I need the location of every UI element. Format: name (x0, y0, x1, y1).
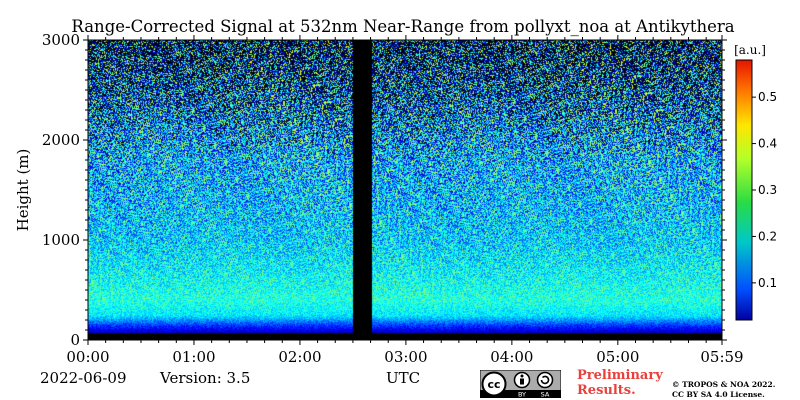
x-tick-label: 01:00 (172, 348, 215, 366)
y-tick-label: 0 (70, 331, 80, 349)
x-tick-label: 00:00 (66, 348, 109, 366)
colorbar-label: [a.u.] (734, 43, 766, 57)
x-tick-label: 04:00 (490, 348, 533, 366)
x-tick-label: 05:59 (700, 348, 743, 366)
heatmap-plot-area (88, 40, 722, 340)
colorbar-tick-label: 0.5 (758, 90, 777, 104)
heatmap-image (88, 40, 722, 340)
x-axis-label: UTC (386, 369, 421, 387)
copyright-line-1: © TROPOS & NOA 2022. (672, 380, 776, 389)
colorbar-tick-label: 0.1 (758, 276, 777, 290)
copyright-line-2: CC BY SA 4.0 License. (672, 389, 765, 399)
colorbar-tick-label: 0.4 (758, 137, 777, 151)
cc-by-sa-license-logo: cc BY SA (480, 370, 561, 398)
date-label: 2022-06-09 (40, 369, 127, 387)
x-tick-label: 05:00 (596, 348, 639, 366)
y-tick-label: 2000 (42, 131, 80, 149)
y-tick-label: 1000 (42, 231, 80, 249)
sa-text: SA (541, 391, 550, 399)
colorbar-tick-label: 0.2 (758, 229, 777, 243)
preliminary-results-label: Preliminary Results. (577, 368, 663, 398)
colorbar-tick-label: 0.3 (758, 183, 777, 197)
x-tick-label: 02:00 (278, 348, 321, 366)
chart-title: Range-Corrected Signal at 532nm Near-Ran… (71, 17, 735, 36)
x-tick-label: 03:00 (384, 348, 427, 366)
copyright-notice: © TROPOS & NOA 2022. CC BY SA 4.0 License… (672, 380, 798, 399)
colorbar-gradient (735, 59, 753, 321)
by-text: BY (518, 391, 526, 399)
y-axis-label: Height (m) (14, 149, 32, 232)
version-label: Version: 3.5 (160, 369, 251, 387)
y-tick-label: 3000 (42, 31, 80, 49)
cc-text: cc (487, 378, 500, 391)
